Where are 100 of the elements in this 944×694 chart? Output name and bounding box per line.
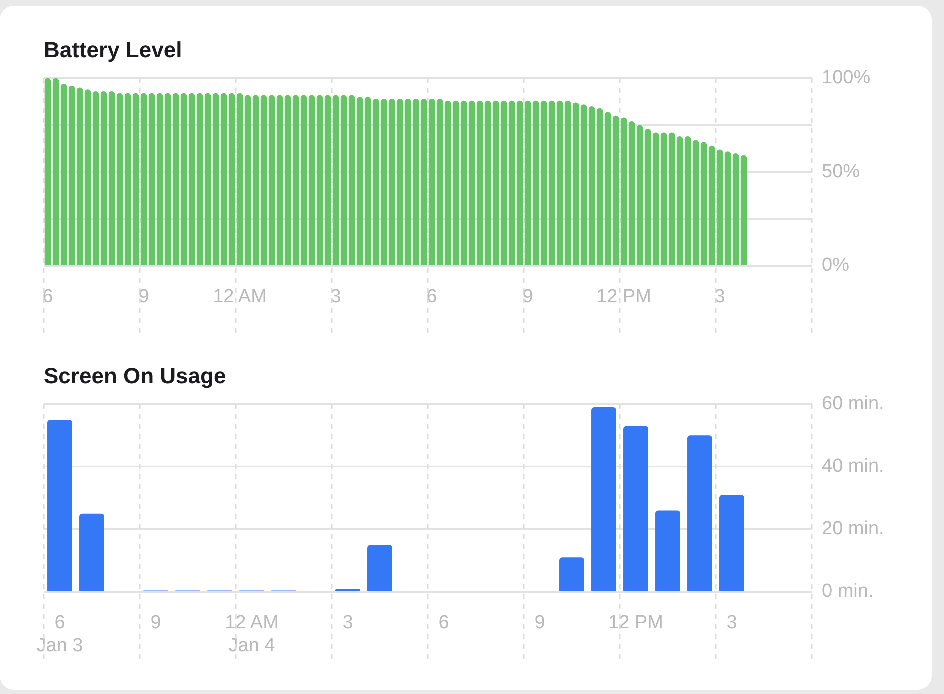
bar xyxy=(348,95,356,266)
bar xyxy=(588,106,596,266)
bar xyxy=(368,545,392,592)
bar xyxy=(604,112,612,266)
bar xyxy=(372,99,380,266)
bar xyxy=(652,132,660,266)
bar xyxy=(452,100,460,266)
x-tick-label: 6 xyxy=(42,286,54,308)
bar xyxy=(676,136,684,266)
bar xyxy=(700,142,708,266)
y-tick-label: 50% xyxy=(822,161,860,182)
bar xyxy=(260,95,268,266)
bar xyxy=(492,100,500,266)
bar xyxy=(708,146,716,266)
bar xyxy=(444,100,452,266)
bar xyxy=(220,93,228,266)
bar xyxy=(268,95,276,266)
bar xyxy=(476,100,484,266)
bar xyxy=(108,92,116,266)
y-tick-label: 20 min. xyxy=(822,518,884,540)
x-tick-label: 12 AM Jan 4 xyxy=(225,612,279,656)
bar xyxy=(132,93,140,266)
bar xyxy=(332,95,340,266)
bar xyxy=(276,95,284,266)
bar xyxy=(124,93,132,266)
bar xyxy=(644,129,652,266)
bar xyxy=(156,93,164,266)
bar xyxy=(44,78,52,266)
bar xyxy=(596,108,604,266)
bar xyxy=(692,140,700,266)
bar xyxy=(624,426,648,592)
bar xyxy=(460,100,468,266)
x-tick-label: 9 xyxy=(150,612,162,634)
x-tick-label: 12 PM xyxy=(608,612,664,634)
bar xyxy=(148,93,156,266)
chart-title: Screen On Usage xyxy=(44,363,226,388)
bar xyxy=(48,420,72,592)
x-tick-label: 9 xyxy=(138,286,150,308)
bar xyxy=(436,99,444,266)
bar xyxy=(356,97,364,266)
bar xyxy=(688,436,712,592)
bar xyxy=(196,93,204,266)
x-tick-label: 6 xyxy=(438,612,450,634)
bar xyxy=(252,95,260,266)
bar xyxy=(284,95,292,266)
bar xyxy=(548,100,556,266)
bar xyxy=(84,90,92,266)
bar xyxy=(660,132,668,266)
bar xyxy=(188,93,196,266)
bar xyxy=(556,100,564,266)
bar xyxy=(180,93,188,266)
bar xyxy=(592,408,616,592)
bar xyxy=(60,84,68,266)
bar xyxy=(140,93,148,266)
bar xyxy=(560,558,584,592)
bar xyxy=(92,92,100,266)
y-tick-label: 60 min. xyxy=(822,394,884,415)
x-tick-label: 9 xyxy=(534,612,546,634)
bar xyxy=(236,93,244,266)
bar xyxy=(244,95,252,266)
bar xyxy=(524,100,532,266)
bar xyxy=(564,100,572,266)
bar xyxy=(340,95,348,266)
bar xyxy=(612,116,620,266)
bar xyxy=(68,86,76,266)
bar xyxy=(364,97,372,266)
bar xyxy=(484,100,492,266)
y-tick-label: 0% xyxy=(822,255,850,276)
bar xyxy=(292,95,300,266)
bar xyxy=(164,93,172,266)
y-tick-label: 100% xyxy=(822,68,871,89)
bar xyxy=(716,150,724,266)
bar xyxy=(412,99,420,266)
x-tick-label: 12 AM xyxy=(213,286,267,308)
x-tick-label: 6 xyxy=(426,286,438,308)
bar xyxy=(308,95,316,266)
bar xyxy=(468,100,476,266)
bar xyxy=(628,122,636,266)
x-tick-label: 3 xyxy=(726,612,738,634)
bar xyxy=(300,95,308,266)
bar xyxy=(204,93,212,266)
bar xyxy=(684,136,692,266)
bar xyxy=(324,95,332,266)
bar xyxy=(380,99,388,266)
bar xyxy=(100,92,108,266)
bar xyxy=(580,104,588,266)
bar xyxy=(428,99,436,266)
bar xyxy=(228,93,236,266)
x-tick-label: 12 PM xyxy=(596,286,652,308)
bar xyxy=(80,514,104,592)
x-tick-label: 3 xyxy=(342,612,354,634)
bar xyxy=(508,100,516,266)
bar xyxy=(656,510,680,592)
y-tick-label: 40 min. xyxy=(822,456,884,478)
bar xyxy=(316,95,324,266)
y-tick-label: 0 min. xyxy=(822,581,874,602)
bar xyxy=(404,99,412,266)
bar xyxy=(172,93,180,266)
bar xyxy=(668,132,676,266)
bar xyxy=(572,102,580,266)
